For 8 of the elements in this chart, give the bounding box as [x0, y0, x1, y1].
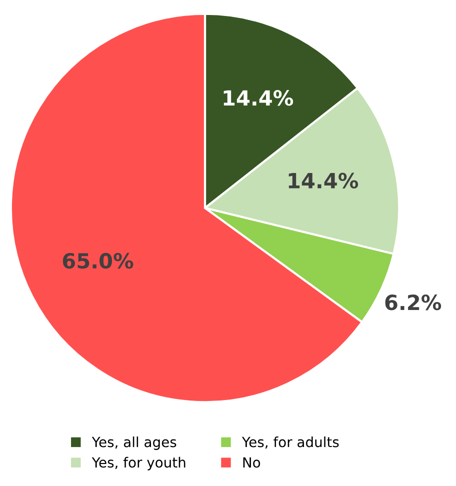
data-label: 6.2% [385, 294, 442, 310]
legend-label: Yes, all ages [92, 436, 176, 450]
data-label: 65.0% [62, 252, 134, 269]
data-label: 14.4% [288, 172, 358, 189]
data-label: 14.4% [224, 90, 294, 106]
legend-label: No [243, 457, 260, 468]
legend-label: Yes, for adults [242, 436, 339, 449]
legend-label: Yes, for youth [92, 456, 186, 470]
